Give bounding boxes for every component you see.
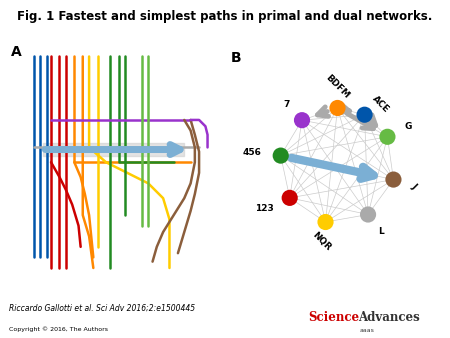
- Text: Riccardo Gallotti et al. Sci Adv 2016;2:e1500445: Riccardo Gallotti et al. Sci Adv 2016;2:…: [9, 304, 195, 313]
- Circle shape: [360, 207, 376, 223]
- Text: ACE: ACE: [371, 94, 391, 115]
- Text: Science: Science: [308, 312, 360, 324]
- Circle shape: [356, 106, 373, 123]
- Circle shape: [379, 129, 396, 145]
- Circle shape: [317, 214, 333, 230]
- Text: BDFM: BDFM: [324, 73, 351, 100]
- Circle shape: [282, 190, 298, 206]
- Circle shape: [294, 112, 310, 128]
- Circle shape: [273, 147, 289, 164]
- Text: Advances: Advances: [358, 312, 419, 324]
- Text: A: A: [11, 46, 22, 59]
- Circle shape: [385, 171, 401, 188]
- Text: J: J: [410, 181, 418, 190]
- Text: B: B: [230, 51, 241, 65]
- Text: 456: 456: [243, 148, 261, 157]
- Text: 7: 7: [284, 100, 290, 109]
- Text: L: L: [378, 227, 384, 236]
- Text: G: G: [405, 122, 412, 131]
- Text: Copyright © 2016, The Authors: Copyright © 2016, The Authors: [9, 327, 108, 332]
- Text: NQR: NQR: [310, 230, 333, 252]
- Text: Fig. 1 Fastest and simplest paths in primal and dual networks.: Fig. 1 Fastest and simplest paths in pri…: [17, 10, 433, 23]
- Text: aaas: aaas: [360, 328, 375, 333]
- Circle shape: [329, 100, 346, 116]
- Text: 123: 123: [255, 204, 274, 213]
